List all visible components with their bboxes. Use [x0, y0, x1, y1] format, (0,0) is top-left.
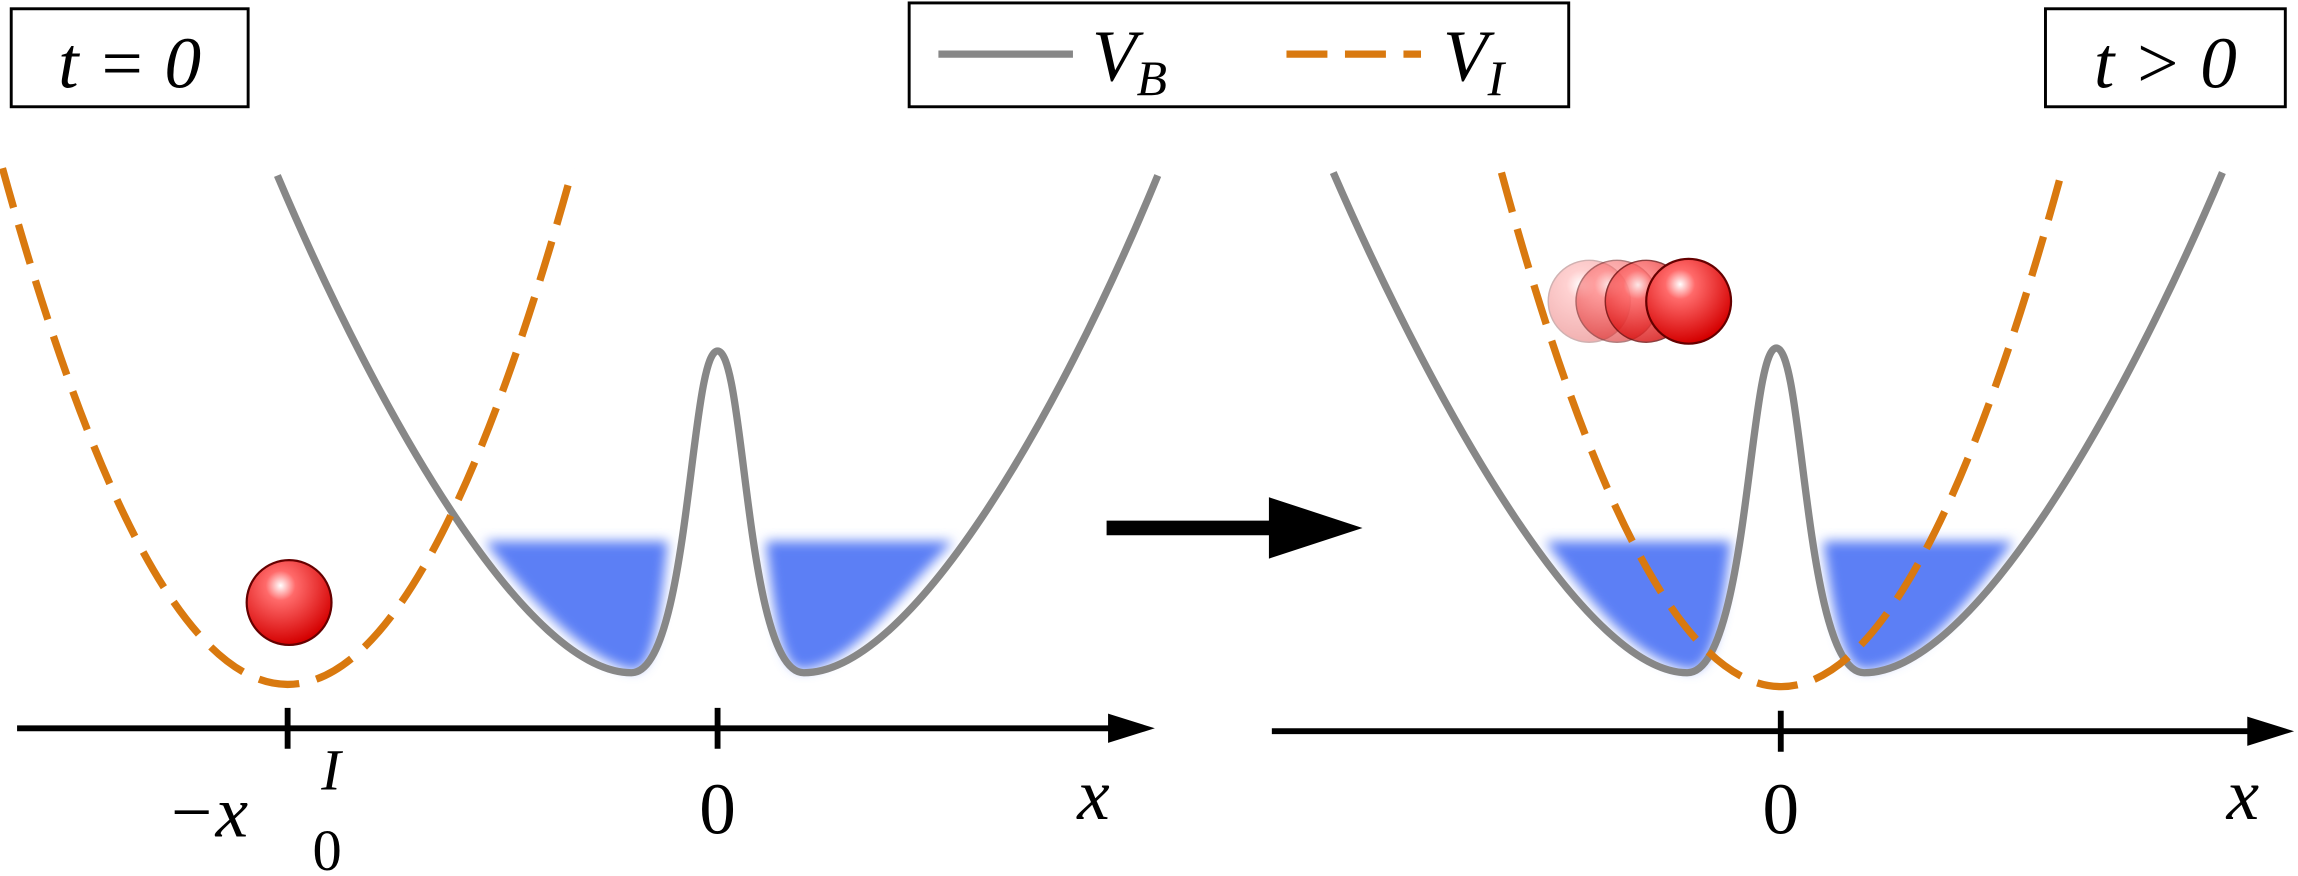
label-box	[9, 7, 250, 109]
axis-label: x	[1076, 754, 1109, 835]
legend-entry: VB	[1092, 15, 1167, 106]
transition-arrowhead	[1268, 497, 1363, 559]
tick-label: 0	[699, 769, 736, 850]
potential-b	[1329, 171, 2226, 677]
axis-arrow	[1108, 713, 1155, 743]
legend-entry: VI	[1443, 15, 1507, 106]
fluid	[1545, 541, 1732, 671]
panel-left: t = 0 −x 0I 0 x	[0, 7, 1162, 876]
potential-i	[0, 167, 577, 688]
panel-right: t > 0 0 x	[1271, 7, 2295, 850]
label-box	[2044, 7, 2287, 109]
tick-label: −x 0I	[166, 738, 343, 876]
panel-label: t = 0	[58, 23, 201, 104]
fluid	[765, 541, 954, 670]
axis-label: x	[2226, 754, 2259, 835]
particle	[245, 559, 333, 647]
potential-b	[274, 174, 1162, 677]
axis-arrow	[2247, 716, 2295, 746]
potential-i	[1497, 171, 2066, 690]
tick-label: 0	[1762, 769, 1799, 850]
particle	[1645, 257, 1733, 345]
legend: VB VI	[907, 1, 1571, 109]
fluid	[485, 541, 668, 671]
panel-label: t > 0	[2094, 23, 2237, 104]
